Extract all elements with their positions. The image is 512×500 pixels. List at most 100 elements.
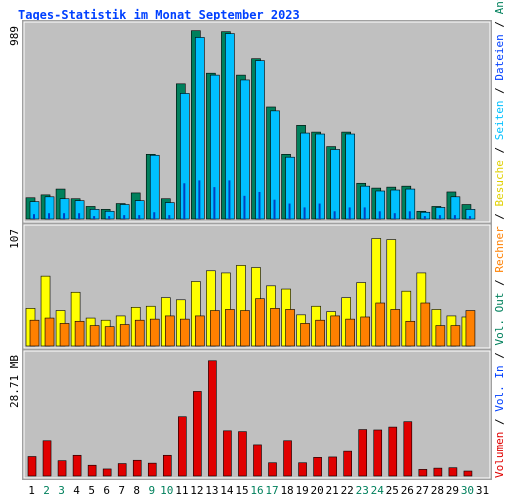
bar-pages [48, 213, 51, 219]
bar-volume [388, 426, 398, 477]
x-tick-label: 12 [190, 484, 203, 497]
bar-pages [303, 207, 306, 219]
bar-volume [238, 431, 247, 477]
x-tick-label: 11 [175, 484, 188, 497]
bar-hosts [44, 317, 55, 347]
bar-volume [328, 456, 337, 477]
x-tick-label: 31 [476, 484, 489, 497]
bar-volume [42, 440, 52, 477]
bar-volume [147, 462, 157, 477]
x-tick-label: 10 [160, 484, 173, 497]
x-tick-label: 27 [416, 484, 429, 497]
x-tick-label: 8 [133, 484, 140, 497]
bar-hosts [315, 319, 325, 347]
bar-hosts [375, 302, 386, 347]
bar-hosts [210, 310, 220, 347]
bar-pages [138, 215, 141, 219]
x-tick-label: 22 [341, 484, 354, 497]
bar-pages [423, 216, 426, 219]
bar-pages [33, 214, 35, 219]
bar-volume [132, 459, 142, 477]
x-tick-label: 14 [220, 484, 234, 497]
bar-pages [168, 215, 171, 219]
bar-volume [87, 464, 97, 477]
bar-volume [27, 456, 37, 477]
bar-hosts [164, 315, 175, 347]
bar-volume [463, 470, 473, 477]
bar-pages [78, 213, 81, 219]
bar-volume [343, 450, 352, 477]
bar-pages [348, 207, 351, 219]
bar-pages [438, 215, 441, 219]
bar-hosts [134, 319, 145, 347]
bar-volume [117, 463, 127, 477]
legend-separator: / [493, 352, 506, 359]
bar-files [149, 154, 160, 220]
legend-separator: / [493, 418, 506, 425]
legend-volume-in: Vol. In [493, 365, 506, 411]
bar-volume [403, 421, 413, 477]
x-tick-label: 23 [356, 484, 369, 497]
bar-volume [298, 462, 307, 477]
bar-volume [193, 391, 202, 477]
x-tick-label: 18 [280, 484, 293, 497]
bar-hosts [300, 323, 310, 347]
y-max-label-top: 989 [8, 26, 21, 46]
x-axis-day-labels: 1 2 3 4 5 6 7 8 9 10 11 12 13 14 15 16 17 18 19 20 21 22 23 24 2… [28, 484, 489, 497]
right-legend: Volumen / Vol. In / Vol. Out / Rechner /… [493, 0, 506, 478]
bar-hosts [89, 325, 100, 347]
legend-pages: Seiten [493, 100, 506, 140]
x-tick-label: 3 [58, 484, 65, 497]
bar-hosts [240, 310, 250, 347]
bar-files [330, 149, 340, 220]
bar-files [300, 132, 310, 220]
bar-pages [318, 203, 321, 219]
bar-volume [253, 444, 262, 477]
bar-hosts [180, 318, 190, 347]
bar-pages [228, 180, 231, 219]
bar-volume [268, 462, 277, 477]
bar-hosts [360, 316, 371, 347]
y-max-label-bottom: 28.71 MB [8, 355, 21, 408]
bar-volume [162, 454, 172, 477]
bar-pages [213, 187, 216, 219]
chart-title: Tages-Statistik im Monat September 2023 [18, 8, 300, 22]
legend-volume: Volumen [493, 432, 506, 478]
x-tick-label: 1 [28, 484, 35, 497]
bar-volume [102, 468, 112, 477]
x-tick-label: 4 [73, 484, 80, 497]
bar-hosts [195, 315, 205, 347]
bar-volume [208, 360, 217, 477]
bar-volume [283, 440, 292, 477]
x-tick-label: 9 [148, 484, 155, 497]
bar-pages [453, 215, 456, 219]
bar-pages [273, 199, 276, 219]
legend-hosts: Rechner [493, 226, 506, 273]
y-max-label-middle: 107 [8, 229, 21, 249]
x-tick-label: 19 [295, 484, 308, 497]
legend-separator: / [493, 21, 506, 28]
bar-pages [408, 211, 411, 219]
bar-pages [333, 211, 336, 219]
bar-hosts [465, 310, 476, 347]
bar-hosts [330, 315, 340, 347]
x-tick-label: 29 [446, 484, 459, 497]
bar-volume [72, 454, 82, 477]
chart-panels [22, 20, 492, 480]
bar-hosts [435, 325, 446, 347]
legend-requests: Anfragen [493, 0, 506, 14]
legend-separator: / [493, 279, 506, 286]
x-tick-label: 24 [371, 484, 385, 497]
x-tick-label: 6 [103, 484, 110, 497]
x-tick-label: 5 [88, 484, 95, 497]
bar-hosts [450, 325, 461, 347]
x-tick-label: 17 [265, 484, 278, 497]
x-tick-label: 2 [43, 484, 50, 497]
bar-hosts [225, 309, 235, 347]
bar-pages [468, 216, 471, 219]
bar-pages [93, 216, 96, 219]
x-tick-label: 30 [461, 484, 474, 497]
x-tick-label: 26 [401, 484, 414, 497]
bar-hosts [255, 298, 265, 347]
